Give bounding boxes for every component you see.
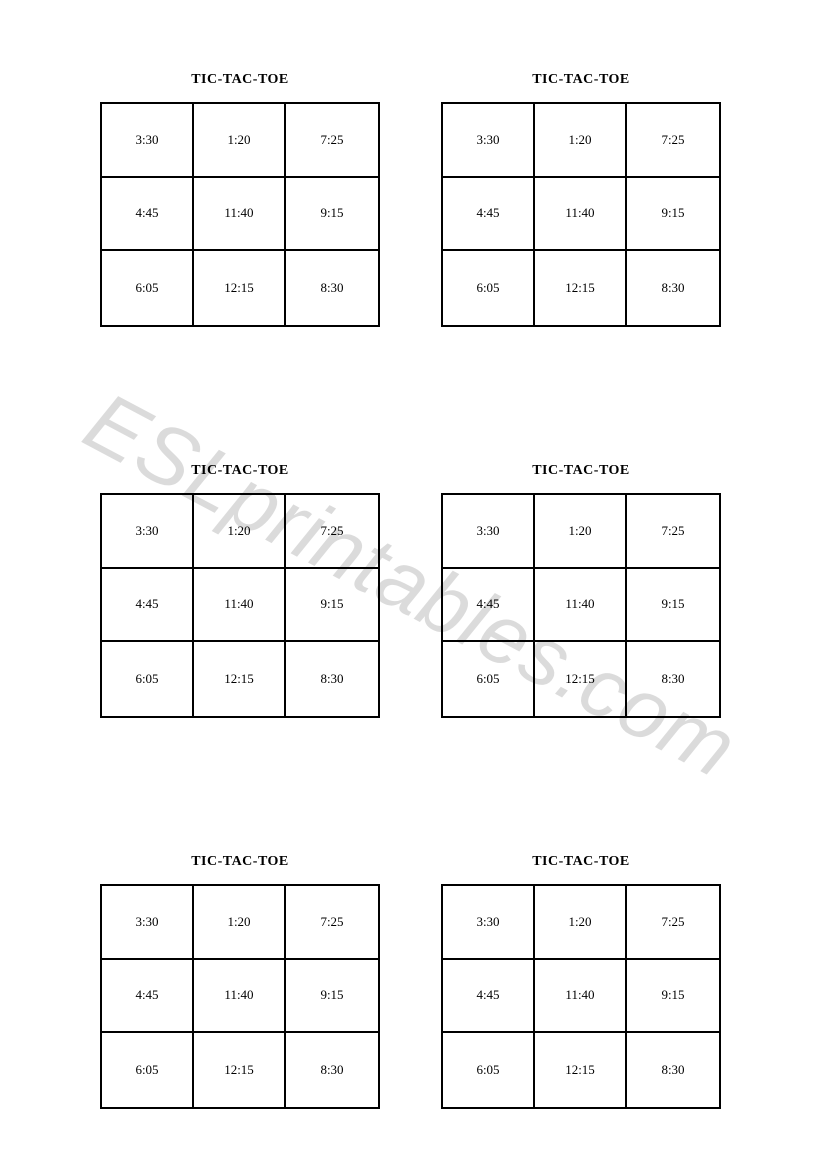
grid-cell: 7:25 bbox=[286, 886, 378, 960]
grid-cell: 12:15 bbox=[535, 251, 627, 325]
grid-cell: 1:20 bbox=[535, 886, 627, 960]
grid-cell: 12:15 bbox=[194, 1033, 286, 1107]
board-6: TIC-TAC-TOE 3:30 1:20 7:25 4:45 11:40 9:… bbox=[441, 854, 721, 1109]
grid-cell: 8:30 bbox=[627, 251, 719, 325]
board-row-3: TIC-TAC-TOE 3:30 1:20 7:25 4:45 11:40 9:… bbox=[100, 854, 721, 1109]
board-row-1: TIC-TAC-TOE 3:30 1:20 7:25 4:45 11:40 9:… bbox=[100, 72, 721, 327]
grid-cell: 11:40 bbox=[535, 960, 627, 1034]
grid-cell: 9:15 bbox=[286, 569, 378, 643]
board-row-2: TIC-TAC-TOE 3:30 1:20 7:25 4:45 11:40 9:… bbox=[100, 463, 721, 718]
board-title: TIC-TAC-TOE bbox=[532, 72, 630, 88]
grid-cell: 6:05 bbox=[102, 642, 194, 716]
grid-cell: 4:45 bbox=[443, 569, 535, 643]
grid-cell: 8:30 bbox=[286, 1033, 378, 1107]
board-title: TIC-TAC-TOE bbox=[191, 72, 289, 88]
grid-cell: 3:30 bbox=[102, 495, 194, 569]
tic-tac-toe-grid: 3:30 1:20 7:25 4:45 11:40 9:15 6:05 12:1… bbox=[441, 493, 721, 718]
worksheet-page: ESLprintables.com TIC-TAC-TOE 3:30 1:20 … bbox=[0, 0, 821, 1169]
tic-tac-toe-grid: 3:30 1:20 7:25 4:45 11:40 9:15 6:05 12:1… bbox=[100, 884, 380, 1109]
grid-cell: 8:30 bbox=[627, 1033, 719, 1107]
tic-tac-toe-grid: 3:30 1:20 7:25 4:45 11:40 9:15 6:05 12:1… bbox=[441, 884, 721, 1109]
grid-cell: 3:30 bbox=[443, 104, 535, 178]
grid-cell: 9:15 bbox=[627, 178, 719, 252]
board-2: TIC-TAC-TOE 3:30 1:20 7:25 4:45 11:40 9:… bbox=[441, 72, 721, 327]
board-1: TIC-TAC-TOE 3:30 1:20 7:25 4:45 11:40 9:… bbox=[100, 72, 380, 327]
grid-cell: 11:40 bbox=[535, 569, 627, 643]
grid-cell: 11:40 bbox=[194, 569, 286, 643]
grid-cell: 8:30 bbox=[286, 642, 378, 716]
grid-cell: 11:40 bbox=[535, 178, 627, 252]
grid-cell: 12:15 bbox=[194, 642, 286, 716]
grid-cell: 7:25 bbox=[627, 104, 719, 178]
board-3: TIC-TAC-TOE 3:30 1:20 7:25 4:45 11:40 9:… bbox=[100, 463, 380, 718]
board-title: TIC-TAC-TOE bbox=[532, 854, 630, 870]
grid-cell: 6:05 bbox=[102, 1033, 194, 1107]
grid-cell: 4:45 bbox=[443, 178, 535, 252]
grid-cell: 11:40 bbox=[194, 178, 286, 252]
grid-cell: 6:05 bbox=[102, 251, 194, 325]
tic-tac-toe-grid: 3:30 1:20 7:25 4:45 11:40 9:15 6:05 12:1… bbox=[100, 102, 380, 327]
board-title: TIC-TAC-TOE bbox=[532, 463, 630, 479]
grid-cell: 3:30 bbox=[443, 495, 535, 569]
grid-cell: 4:45 bbox=[102, 960, 194, 1034]
grid-cell: 1:20 bbox=[194, 495, 286, 569]
grid-cell: 6:05 bbox=[443, 1033, 535, 1107]
tic-tac-toe-grid: 3:30 1:20 7:25 4:45 11:40 9:15 6:05 12:1… bbox=[100, 493, 380, 718]
grid-cell: 6:05 bbox=[443, 642, 535, 716]
grid-cell: 1:20 bbox=[535, 104, 627, 178]
grid-cell: 7:25 bbox=[286, 495, 378, 569]
grid-cell: 3:30 bbox=[102, 104, 194, 178]
grid-cell: 7:25 bbox=[627, 886, 719, 960]
grid-cell: 12:15 bbox=[535, 642, 627, 716]
grid-cell: 3:30 bbox=[102, 886, 194, 960]
grid-cell: 9:15 bbox=[286, 178, 378, 252]
board-title: TIC-TAC-TOE bbox=[191, 854, 289, 870]
grid-cell: 6:05 bbox=[443, 251, 535, 325]
grid-cell: 11:40 bbox=[194, 960, 286, 1034]
grid-cell: 9:15 bbox=[286, 960, 378, 1034]
grid-cell: 3:30 bbox=[443, 886, 535, 960]
grid-cell: 12:15 bbox=[194, 251, 286, 325]
grid-cell: 8:30 bbox=[286, 251, 378, 325]
grid-cell: 9:15 bbox=[627, 569, 719, 643]
grid-cell: 1:20 bbox=[194, 886, 286, 960]
grid-cell: 9:15 bbox=[627, 960, 719, 1034]
grid-cell: 8:30 bbox=[627, 642, 719, 716]
grid-cell: 7:25 bbox=[627, 495, 719, 569]
board-4: TIC-TAC-TOE 3:30 1:20 7:25 4:45 11:40 9:… bbox=[441, 463, 721, 718]
grid-cell: 1:20 bbox=[194, 104, 286, 178]
grid-cell: 12:15 bbox=[535, 1033, 627, 1107]
grid-cell: 4:45 bbox=[102, 178, 194, 252]
tic-tac-toe-grid: 3:30 1:20 7:25 4:45 11:40 9:15 6:05 12:1… bbox=[441, 102, 721, 327]
grid-cell: 7:25 bbox=[286, 104, 378, 178]
grid-cell: 1:20 bbox=[535, 495, 627, 569]
board-title: TIC-TAC-TOE bbox=[191, 463, 289, 479]
grid-cell: 4:45 bbox=[443, 960, 535, 1034]
board-5: TIC-TAC-TOE 3:30 1:20 7:25 4:45 11:40 9:… bbox=[100, 854, 380, 1109]
grid-cell: 4:45 bbox=[102, 569, 194, 643]
